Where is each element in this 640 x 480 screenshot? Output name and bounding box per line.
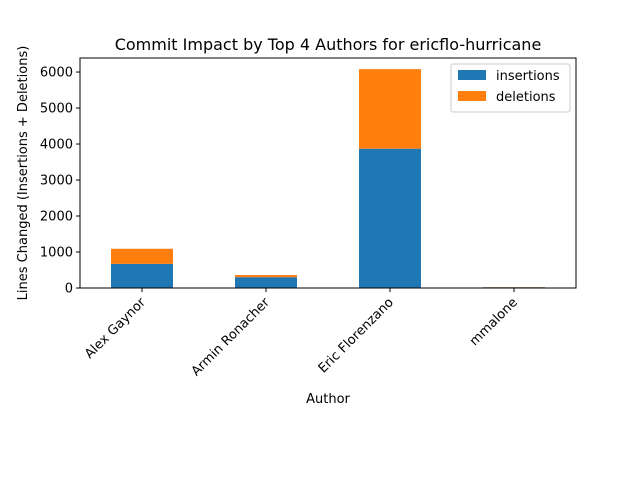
bar-insertions xyxy=(235,277,297,288)
plot-area xyxy=(111,69,545,288)
y-tick-label: 4000 xyxy=(40,138,73,153)
x-tick-label: Eric Florenzano xyxy=(316,295,397,376)
legend-label-insertions: insertions xyxy=(496,69,560,84)
y-axis: 0 1000 2000 3000 4000 5000 6000 xyxy=(40,66,80,297)
x-tick-label: Alex Gaynor xyxy=(82,295,149,362)
bar-insertions xyxy=(359,148,421,288)
chart-title: Commit Impact by Top 4 Authors for ericf… xyxy=(115,35,542,54)
y-tick-label: 5000 xyxy=(40,102,73,117)
y-tick-label: 3000 xyxy=(40,174,73,189)
x-tick-label: mmalone xyxy=(467,295,521,349)
legend-swatch-insertions xyxy=(458,70,486,80)
y-tick-label: 2000 xyxy=(40,210,73,225)
y-tick-label: 0 xyxy=(65,282,73,297)
bar-deletions xyxy=(111,248,173,264)
legend-label-deletions: deletions xyxy=(496,90,556,105)
legend-swatch-deletions xyxy=(458,91,486,101)
y-tick-label: 1000 xyxy=(40,246,73,261)
y-tick-label: 6000 xyxy=(40,66,73,81)
x-tick-label: Armin Ronacher xyxy=(189,295,274,380)
x-axis-label: Author xyxy=(306,392,350,407)
bar-insertions xyxy=(111,263,173,288)
plot-frame xyxy=(79,57,577,289)
y-axis-label: Lines Changed (Insertions + Deletions) xyxy=(16,46,31,301)
bar-deletions xyxy=(235,275,297,278)
legend: insertions deletions xyxy=(450,63,571,113)
bar-deletions xyxy=(359,69,421,149)
x-axis: Alex Gaynor Armin Ronacher Eric Florenzano… xyxy=(82,288,521,379)
